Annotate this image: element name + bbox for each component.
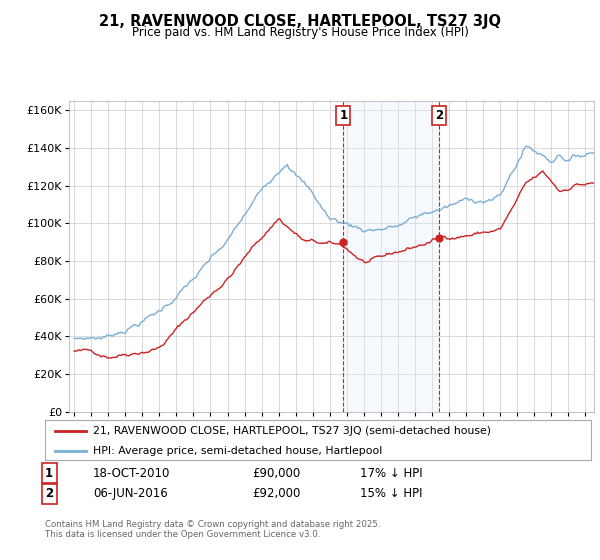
Text: 2: 2 bbox=[436, 109, 443, 122]
Text: £90,000: £90,000 bbox=[252, 466, 300, 480]
Text: Contains HM Land Registry data © Crown copyright and database right 2025.
This d: Contains HM Land Registry data © Crown c… bbox=[45, 520, 380, 539]
Text: 15% ↓ HPI: 15% ↓ HPI bbox=[360, 487, 422, 501]
Text: 17% ↓ HPI: 17% ↓ HPI bbox=[360, 466, 422, 480]
Bar bbox=[343, 101, 439, 412]
Text: 21, RAVENWOOD CLOSE, HARTLEPOOL, TS27 3JQ (semi-detached house): 21, RAVENWOOD CLOSE, HARTLEPOOL, TS27 3J… bbox=[93, 426, 491, 436]
Text: HPI: Average price, semi-detached house, Hartlepool: HPI: Average price, semi-detached house,… bbox=[93, 446, 382, 456]
Text: 1: 1 bbox=[45, 466, 53, 480]
Text: 21, RAVENWOOD CLOSE, HARTLEPOOL, TS27 3JQ: 21, RAVENWOOD CLOSE, HARTLEPOOL, TS27 3J… bbox=[99, 14, 501, 29]
Text: 06-JUN-2016: 06-JUN-2016 bbox=[93, 487, 168, 501]
Text: Price paid vs. HM Land Registry's House Price Index (HPI): Price paid vs. HM Land Registry's House … bbox=[131, 26, 469, 39]
Text: £92,000: £92,000 bbox=[252, 487, 301, 501]
Text: 18-OCT-2010: 18-OCT-2010 bbox=[93, 466, 170, 480]
Text: 2: 2 bbox=[45, 487, 53, 501]
Text: 1: 1 bbox=[340, 109, 347, 122]
